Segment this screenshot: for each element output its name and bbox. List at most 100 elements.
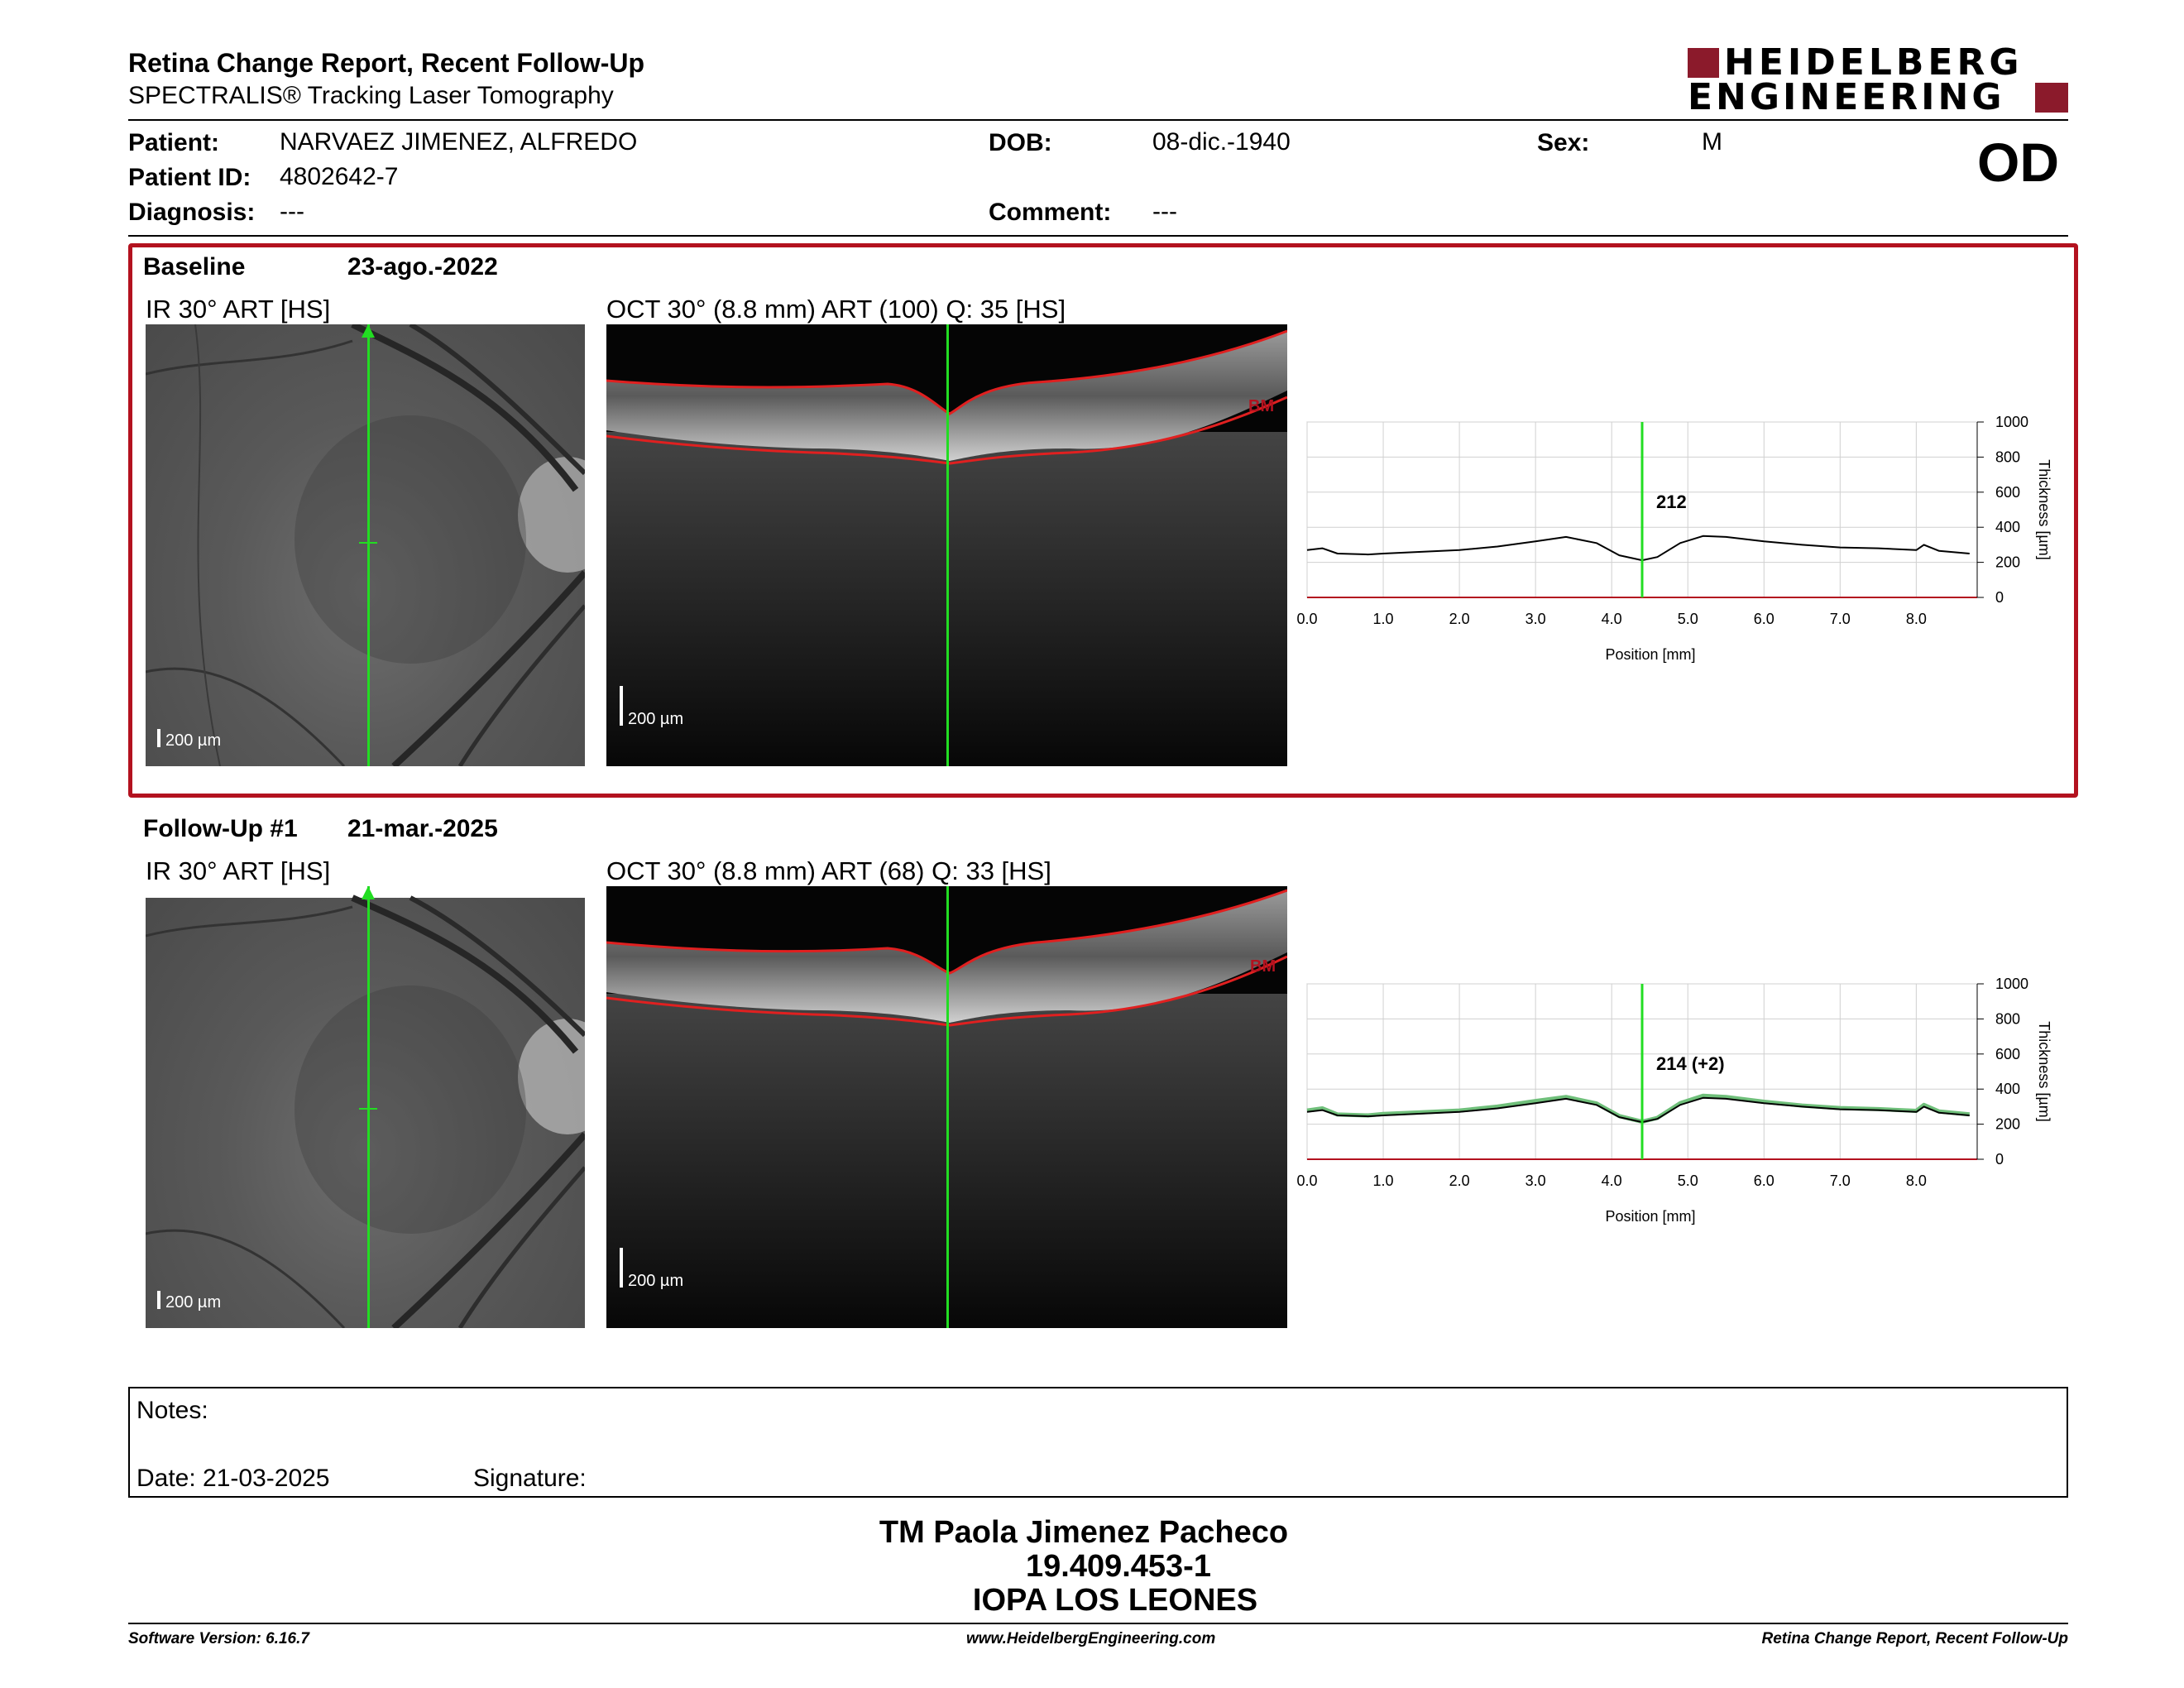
footer-divider: [128, 1623, 2068, 1624]
x-tick-label: 6.0: [1754, 1172, 1774, 1189]
report-title: Retina Change Report, Recent Follow-Up: [128, 48, 645, 78]
y-axis-label: Thickness [µm]: [2036, 1021, 2052, 1121]
followup-ir-scale: 200 µm: [157, 1291, 221, 1312]
baseline-ir-scale: 200 µm: [157, 729, 221, 750]
baseline-ir-scanline: [367, 324, 370, 766]
followup-ir-fovea-mark: [359, 1108, 377, 1110]
x-tick-label: 0.0: [1296, 1172, 1317, 1189]
x-tick-label: 2.0: [1449, 611, 1470, 627]
x-tick-label: 7.0: [1830, 1172, 1851, 1189]
signature-label: Signature:: [473, 1465, 587, 1492]
followup-ir-scanline: [367, 886, 370, 1328]
logo-line1: HEIDELBERG: [1724, 41, 2024, 84]
baseline-date: 23-ago.-2022: [347, 253, 498, 281]
y-tick-label: 400: [1995, 519, 2020, 535]
followup-oct-scale: 200 µm: [620, 1248, 683, 1291]
x-tick-label: 4.0: [1602, 1172, 1622, 1189]
x-tick-label: 2.0: [1449, 1172, 1470, 1189]
x-tick-label: 4.0: [1602, 611, 1622, 627]
baseline-oct-title: OCT 30° (8.8 mm) ART (100) Q: 35 [HS]: [606, 295, 1066, 324]
followup-label: Follow-Up #1: [143, 815, 298, 842]
baseline-frame: [128, 243, 2078, 798]
notes-label: Notes:: [136, 1397, 208, 1424]
notes-box[interactable]: Notes: Date: 21-03-2025 Signature:: [128, 1387, 2068, 1498]
x-tick-label: 5.0: [1678, 1172, 1698, 1189]
heidelberg-logo: HEIDELBERG ENGINEERING: [1688, 41, 2068, 118]
patient-id-label: Patient ID:: [128, 164, 251, 191]
patient-label: Patient:: [128, 129, 220, 156]
ir-vessels-followup: [146, 886, 585, 1328]
sex-value: M: [1702, 128, 1722, 156]
y-tick-label: 600: [1995, 484, 2020, 501]
followup-ir-title: IR 30° ART [HS]: [146, 856, 331, 885]
baseline-oct-image: BM 200 µm: [606, 324, 1287, 766]
y-tick-label: 1000: [1995, 414, 2028, 430]
followup-oct-title: OCT 30° (8.8 mm) ART (68) Q: 33 [HS]: [606, 856, 1051, 885]
patient-name: NARVAEZ JIMENEZ, ALFREDO: [280, 128, 638, 156]
y-tick-label: 200: [1995, 554, 2020, 571]
followup-ir-arrow-icon: [362, 886, 375, 899]
sex-label: Sex:: [1537, 129, 1590, 156]
x-tick-label: 1.0: [1373, 1172, 1394, 1189]
baseline-ir-arrow-icon: [362, 324, 375, 338]
diagnosis-label: Diagnosis:: [128, 199, 256, 226]
baseline-ir-title: IR 30° ART [HS]: [146, 295, 331, 324]
x-tick-label: 8.0: [1906, 1172, 1927, 1189]
y-tick-label: 200: [1995, 1116, 2020, 1133]
x-tick-label: 6.0: [1754, 611, 1774, 627]
x-axis-label: Position [mm]: [1605, 646, 1695, 663]
report-subtitle: SPECTRALIS® Tracking Laser Tomography: [128, 82, 614, 109]
y-tick-label: 400: [1995, 1081, 2020, 1097]
baseline-oct-scanline: [946, 324, 949, 766]
logo-red-block: [1688, 48, 1719, 78]
header-divider: [128, 119, 2068, 121]
y-tick-label: 800: [1995, 1010, 2020, 1027]
y-tick-label: 0: [1995, 589, 2004, 606]
followup-oct-image: BM 200 µm: [606, 886, 1287, 1328]
x-tick-label: 7.0: [1830, 611, 1851, 627]
comment-value: ---: [1152, 198, 1177, 225]
x-tick-label: 8.0: [1906, 611, 1927, 627]
x-tick-label: 5.0: [1678, 611, 1698, 627]
ir-vessels: [146, 324, 585, 766]
dob-label: DOB:: [989, 129, 1052, 156]
patient-divider: [128, 235, 2068, 237]
x-tick-label: 3.0: [1525, 611, 1546, 627]
followup-date: 21-mar.-2025: [347, 815, 498, 842]
followup-ir-image: 200 µm: [146, 886, 585, 1328]
eye-label: OD: [1977, 132, 2059, 193]
followup-thickness-chart: 0.0 1.0 2.0 3.0 4.0 5.0 6.0 7.0 8.0 0 200 400 600 800…: [1291, 967, 2085, 1240]
x-tick-label: 0.0: [1296, 611, 1317, 627]
followup-chart-svg: 0.0 1.0 2.0 3.0 4.0 5.0 6.0 7.0 8.0 0 200 400 600 800…: [1296, 976, 2052, 1225]
footer-software: Software Version: 6.16.7: [128, 1630, 309, 1647]
baseline-ir-fovea-mark: [359, 542, 377, 544]
followup-oct-scanline: [946, 886, 949, 1328]
dob-value: 08-dic.-1940: [1152, 128, 1291, 156]
baseline-bm-label: BM: [1248, 397, 1275, 415]
notes-date: Date: 21-03-2025: [136, 1465, 330, 1492]
logo-red-block-2: [2035, 83, 2068, 113]
signer-institution: IOPA LOS LEONES: [972, 1583, 1258, 1618]
y-tick-label: 800: [1995, 448, 2020, 465]
patient-id: 4802642-7: [280, 163, 399, 190]
footer-website[interactable]: www.HeidelbergEngineering.com: [966, 1630, 1216, 1647]
y-axis-label: Thickness [µm]: [2036, 459, 2052, 559]
y-tick-label: 600: [1995, 1046, 2020, 1062]
baseline-label: Baseline: [143, 253, 246, 281]
x-tick-label: 1.0: [1373, 611, 1394, 627]
logo-line2: ENGINEERING: [1688, 76, 2005, 118]
footer-report: Retina Change Report, Recent Follow-Up: [1761, 1630, 2068, 1647]
baseline-marker-value: 212: [1656, 492, 1687, 512]
comment-label: Comment:: [989, 199, 1112, 226]
diagnosis-value: ---: [280, 198, 304, 225]
baseline-chart-svg: 0.0 1.0 2.0 3.0 4.0 5.0 6.0 7.0 8.0 0 200 400 600 800…: [1296, 414, 2052, 663]
followup-marker-value: 214 (+2): [1656, 1053, 1725, 1074]
baseline-thickness-chart: 0.0 1.0 2.0 3.0 4.0 5.0 6.0 7.0 8.0 0 200 400 600 800…: [1291, 405, 2085, 679]
x-tick-label: 3.0: [1525, 1172, 1546, 1189]
y-tick-label: 0: [1995, 1151, 2004, 1168]
x-axis-label: Position [mm]: [1605, 1208, 1695, 1225]
signer-rut: 19.409.453-1: [1026, 1549, 1211, 1584]
baseline-oct-scale: 200 µm: [620, 686, 683, 729]
signer-name: TM Paola Jimenez Pacheco: [879, 1515, 1289, 1550]
baseline-ir-image: 200 µm: [146, 324, 585, 766]
